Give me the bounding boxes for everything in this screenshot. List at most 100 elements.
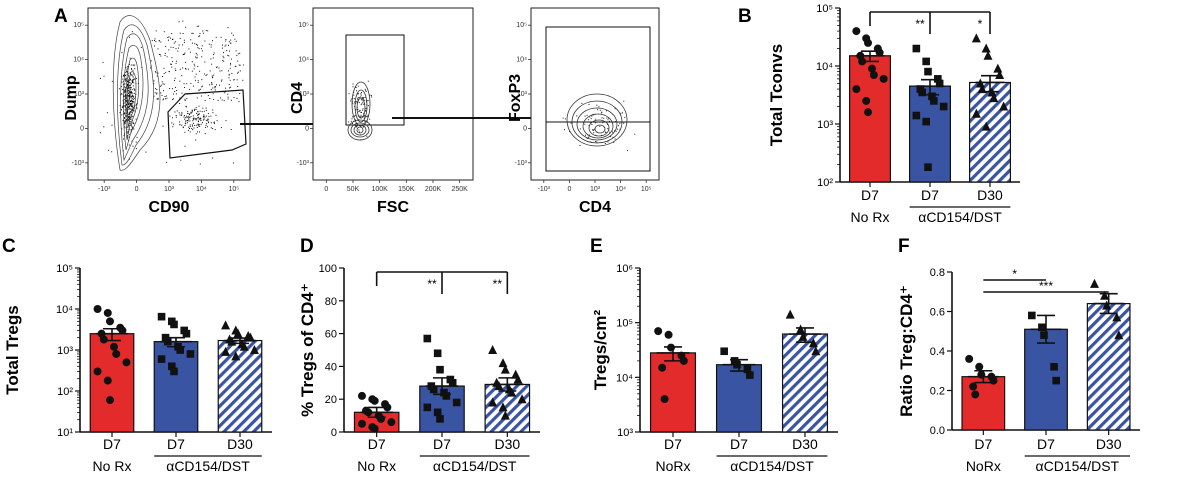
flow-event-dot — [130, 64, 132, 66]
flow-event-dot — [607, 128, 609, 130]
flow-event-dot — [198, 125, 199, 127]
flow-event-dot — [108, 149, 110, 151]
flow-event-dot — [615, 121, 616, 122]
flow-event-dot — [210, 46, 212, 48]
flow-event-dot — [125, 112, 127, 114]
flow-event-dot — [175, 86, 176, 88]
flow-event-dot — [129, 96, 131, 97]
flow-event-dot — [201, 111, 203, 113]
data-point — [989, 93, 999, 103]
flow-event-dot — [172, 123, 174, 125]
flow-event-dot — [230, 129, 232, 130]
flow-event-dot — [224, 45, 226, 47]
flow-y-tick-label: -10³ — [297, 160, 310, 167]
data-point — [868, 64, 876, 73]
flow-event-dot — [197, 123, 199, 125]
flow-event-dot — [195, 119, 197, 121]
flow-event-dot — [126, 128, 128, 130]
flow-event-dot — [225, 44, 227, 46]
data-point — [387, 418, 396, 427]
flow-event-dot — [350, 100, 352, 102]
flow-event-dot — [131, 74, 133, 76]
flow-event-dot — [171, 61, 173, 63]
flow-event-dot — [130, 118, 131, 120]
flow-event-dot — [198, 124, 200, 126]
flow-y-tick-label: 0 — [305, 125, 309, 132]
flow-event-dot — [124, 83, 126, 85]
flow-event-dot — [188, 118, 190, 120]
flow-event-dot — [134, 64, 136, 66]
flow-event-dot — [363, 112, 365, 114]
flow-y-tick-label: 10⁴ — [298, 57, 309, 64]
flow-event-dot — [126, 103, 128, 105]
flow-event-dot — [362, 108, 364, 110]
flow-event-dot — [172, 47, 174, 48]
flow-event-dot — [589, 116, 591, 118]
flow-event-dot — [199, 110, 201, 112]
data-point — [664, 330, 673, 339]
flow-event-dot — [238, 64, 240, 66]
flow-event-dot — [127, 84, 129, 85]
data-point — [93, 367, 102, 376]
flow-event-dot — [131, 68, 132, 70]
x-category-label: D7 — [861, 187, 879, 203]
flow-event-dot — [199, 70, 201, 72]
flow-event-dot — [235, 40, 237, 42]
flow-event-dot — [204, 40, 206, 42]
flow-event-dot — [126, 69, 128, 71]
flow-y-tick-label: 10⁵ — [298, 22, 309, 29]
flow-event-dot — [127, 67, 129, 69]
flow-event-dot — [198, 121, 199, 122]
flow-event-dot — [126, 85, 128, 87]
flow-event-dot — [124, 119, 126, 121]
flow-event-dot — [357, 98, 359, 100]
flow-event-dot — [624, 116, 626, 118]
flow-event-dot — [369, 94, 371, 96]
significance-label: ** — [493, 277, 503, 291]
data-point — [513, 374, 523, 384]
flow-event-dot — [212, 77, 213, 79]
flow-event-dot — [157, 98, 159, 99]
flow-event-dot — [190, 82, 192, 84]
flow-event-dot — [128, 75, 130, 77]
flow-contours — [566, 93, 628, 147]
flow-event-dot — [166, 97, 168, 99]
flow-event-dot — [207, 95, 209, 97]
flow-event-dot — [201, 50, 203, 52]
data-point — [429, 385, 438, 394]
flow-event-dot — [154, 71, 156, 73]
flow-event-dot — [126, 70, 127, 72]
flow-event-dot — [175, 70, 177, 71]
flow-event-dot — [136, 104, 137, 106]
cd4-gate — [345, 34, 405, 126]
flow-event-dot — [364, 97, 366, 98]
flow-event-dot — [170, 63, 172, 65]
flow-contours — [112, 15, 161, 171]
flow-event-dot — [197, 110, 199, 112]
flow-event-dot — [132, 79, 134, 81]
flow-event-dot — [363, 117, 365, 119]
flow-event-dot — [589, 121, 591, 123]
flow-event-dot — [179, 97, 181, 99]
y-tick-label: 10² — [817, 177, 833, 189]
flow-event-dot — [220, 127, 222, 129]
flow-event-dot — [175, 116, 177, 118]
data-point — [862, 96, 871, 105]
flow-event-dot — [230, 58, 232, 60]
flow-event-dot — [235, 50, 237, 52]
flow-event-dot — [627, 150, 628, 152]
flow-event-dot — [168, 49, 170, 51]
flow-event-dot — [353, 98, 355, 100]
flow-event-dot — [126, 71, 128, 73]
flow-event-dot — [228, 44, 229, 46]
flow-event-dot — [360, 93, 362, 95]
flow-event-dot — [359, 109, 361, 111]
flow-x-tick-label: -10³ — [538, 186, 551, 193]
flow-event-dot — [129, 78, 131, 79]
flow-event-dot — [162, 99, 164, 101]
flow-event-dot — [202, 122, 203, 124]
flow-event-dot — [194, 118, 196, 120]
flow-event-dot — [131, 68, 133, 70]
flow-event-dot — [362, 109, 364, 111]
flow-event-dot — [192, 32, 194, 34]
